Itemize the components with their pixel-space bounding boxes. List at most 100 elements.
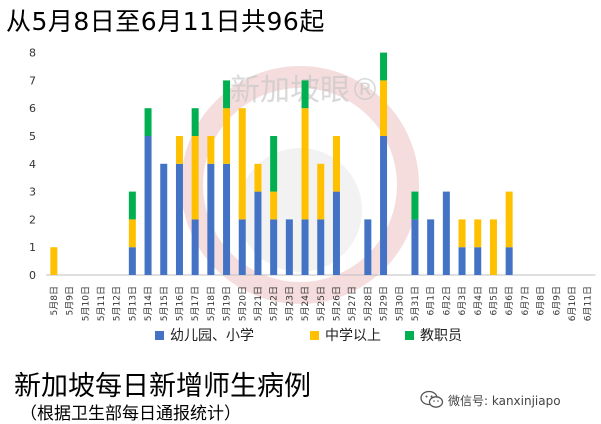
x-tick-label: 5月15日: [159, 286, 170, 321]
x-tick-label: 5月16日: [174, 286, 185, 321]
bar-segment-series-1: [270, 191, 278, 220]
bar-segment-series-2: [223, 80, 231, 109]
bar-segment-series-2: [380, 52, 388, 81]
x-tick-label: 5月28日: [363, 286, 374, 321]
bar-segment-series-1: [317, 163, 325, 220]
x-tick-label: 5月21日: [253, 286, 264, 321]
x-tick-label: 5月18日: [206, 286, 217, 321]
x-tick-label: 6月8日: [536, 286, 547, 315]
bar-segment-series-0: [270, 219, 278, 275]
x-tick-label: 5月12日: [112, 286, 123, 321]
bar-segment-series-1: [50, 247, 58, 275]
bar-segment-series-0: [223, 163, 231, 275]
bar-segment-series-0: [175, 163, 183, 275]
y-tick-label: 1: [29, 241, 36, 254]
x-tick-label: 6月9日: [551, 286, 562, 315]
x-tick-label: 5月22日: [269, 286, 280, 321]
bar-segment-series-1: [474, 219, 482, 248]
bar-segment-series-0: [144, 136, 152, 275]
x-tick-label: 5月24日: [300, 286, 311, 321]
x-tick-label: 5月11日: [96, 286, 107, 321]
y-tick-label: 3: [29, 186, 36, 199]
bar-segment-series-2: [128, 191, 136, 220]
legend-label: 幼儿园、小学: [170, 328, 254, 344]
legend-swatch: [405, 331, 414, 340]
bar-segment-series-1: [489, 219, 497, 275]
bar-segment-series-0: [411, 219, 419, 275]
chart-legend: 幼儿园、小学 中学以上 教职员: [155, 328, 462, 344]
x-tick-label: 5月14日: [143, 286, 154, 321]
x-tick-label: 6月6日: [504, 286, 515, 315]
bar-segment-series-0: [160, 163, 168, 275]
bar-segment-series-1: [223, 108, 231, 164]
y-tick-label: 6: [29, 102, 36, 115]
x-tick-label: 6月7日: [520, 286, 531, 315]
bar-segment-series-1: [380, 80, 388, 136]
chart-bars: [50, 52, 513, 275]
wechat-icon: [420, 390, 444, 408]
bar-segment-series-2: [144, 108, 152, 136]
wechat-label: 微信号: kanxinjiapo: [448, 393, 561, 408]
bar-segment-series-0: [364, 219, 372, 275]
bar-segment-series-0: [128, 247, 136, 275]
x-tick-label: 5月10日: [80, 286, 91, 321]
bar-segment-series-2: [411, 191, 419, 220]
chart-title: 从5月8日至6月11日共96起: [6, 7, 325, 36]
bar-segment-series-0: [380, 136, 388, 275]
bar-segment-series-0: [238, 219, 246, 275]
watermark-face: [238, 148, 362, 272]
x-tick-label: 5月30日: [394, 286, 405, 321]
bar-segment-series-0: [301, 219, 309, 275]
bar-segment-series-0: [317, 219, 325, 275]
x-tick-label: 5月29日: [379, 286, 390, 321]
bar-segment-series-2: [191, 108, 199, 136]
y-tick-label: 5: [29, 130, 36, 143]
bar-segment-series-1: [175, 136, 183, 164]
bar-segment-series-0: [458, 247, 466, 275]
y-tick-label: 0: [29, 269, 36, 282]
y-tick-label: 4: [29, 158, 36, 171]
bar-segment-series-0: [332, 191, 340, 275]
bar-segment-series-2: [301, 80, 309, 109]
x-tick-label: 6月4日: [473, 286, 484, 315]
wechat-badge: 微信号: kanxinjiapo: [420, 388, 561, 412]
x-tick-label: 6月2日: [441, 286, 452, 315]
bar-segment-series-1: [207, 136, 215, 164]
y-tick-label: 7: [29, 74, 36, 87]
bar-segment-series-1: [128, 219, 136, 248]
x-tick-label: 5月27日: [347, 286, 358, 321]
x-tick-label: 6月10日: [567, 286, 578, 321]
x-tick-label: 5月25日: [316, 286, 327, 321]
legend-swatch: [155, 331, 164, 340]
x-tick-label: 6月5日: [488, 286, 499, 315]
bar-segment-series-1: [301, 108, 309, 220]
bar-segment-series-1: [238, 108, 246, 220]
x-tick-label: 5月20日: [237, 286, 248, 321]
bar-segment-series-0: [191, 219, 199, 275]
x-tick-label: 5月19日: [222, 286, 233, 321]
x-tick-label: 5月13日: [127, 286, 138, 321]
legend-swatch: [310, 331, 319, 340]
bar-segment-series-0: [505, 247, 513, 275]
legend-label: 中学以上: [325, 328, 381, 344]
x-tick-label: 5月17日: [190, 286, 201, 321]
y-tick-label: 2: [29, 213, 36, 226]
x-tick-label: 5月9日: [65, 286, 76, 315]
x-tick-label: 6月1日: [426, 286, 437, 315]
x-tick-label: 5月26日: [331, 286, 342, 321]
bar-segment-series-0: [207, 163, 215, 275]
x-tick-label: 5月31日: [410, 286, 421, 321]
y-tick-label: 8: [29, 47, 36, 60]
bar-segment-series-0: [474, 247, 482, 275]
bar-segment-series-1: [254, 163, 262, 192]
footer-subtitle: （根据卫生部每日通报统计）: [20, 404, 241, 424]
x-tick-label: 6月3日: [457, 286, 468, 315]
bar-segment-series-1: [458, 219, 466, 248]
legend-label: 教职员: [420, 328, 462, 344]
bar-segment-series-1: [332, 136, 340, 192]
bar-segment-series-0: [254, 191, 262, 275]
x-tick-label: 5月8日: [49, 286, 60, 315]
bar-segment-series-2: [270, 136, 278, 192]
bar-segment-series-0: [285, 219, 293, 275]
